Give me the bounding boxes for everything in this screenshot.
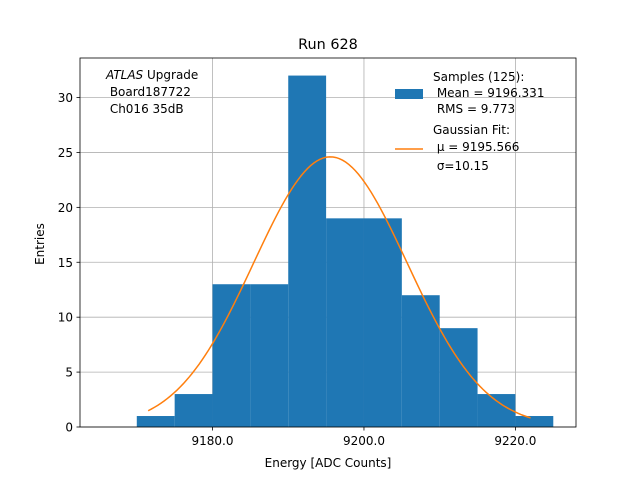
y-tick-label: 10 bbox=[58, 311, 73, 325]
histogram-bar bbox=[174, 394, 213, 427]
histogram-bar bbox=[136, 416, 175, 427]
histogram-bar bbox=[477, 394, 516, 427]
legend-fit-title: Gaussian Fit: bbox=[433, 123, 510, 137]
histogram-bar bbox=[326, 218, 364, 427]
legend-fit-mu: μ = 9195.566 bbox=[433, 140, 519, 154]
x-tick-label: 9180.0 bbox=[192, 434, 234, 448]
x-tick-label: 9220.0 bbox=[494, 434, 536, 448]
atlas-label: ATLAS bbox=[105, 68, 144, 82]
legend-samples-swatch bbox=[395, 89, 423, 99]
y-tick-label: 25 bbox=[58, 146, 73, 160]
x-tick-label: 9200.0 bbox=[343, 434, 385, 448]
y-tick-label: 30 bbox=[58, 91, 73, 105]
atlas-annotation: ATLAS Upgrade Board187722 Ch016 35dB bbox=[105, 68, 198, 116]
histogram-bar bbox=[363, 218, 402, 427]
legend-samples-rms: RMS = 9.773 bbox=[433, 102, 515, 116]
channel-label: Ch016 35dB bbox=[106, 102, 184, 116]
histogram-bar bbox=[401, 295, 440, 427]
y-tick-label: 5 bbox=[65, 366, 73, 380]
histogram-bar bbox=[515, 416, 554, 427]
board-label: Board187722 bbox=[106, 85, 191, 99]
histogram-bar bbox=[212, 284, 251, 427]
histogram-bar bbox=[250, 284, 289, 427]
y-tick-label: 15 bbox=[58, 256, 73, 270]
y-tick-label: 20 bbox=[58, 201, 73, 215]
legend-fit-sigma: σ=10.15 bbox=[433, 159, 489, 173]
chart-title: Run 628 bbox=[298, 37, 358, 53]
gaussian-fit-curve bbox=[147, 156, 531, 419]
plot-frame bbox=[79, 57, 577, 428]
legend-samples-title: Samples (125): bbox=[433, 70, 524, 84]
y-axis-label: Entries bbox=[33, 223, 47, 265]
upgrade-label: Upgrade bbox=[143, 68, 198, 82]
y-axis-ticks: 0 5 10 15 20 25 30 bbox=[58, 91, 80, 435]
histogram-bar bbox=[288, 75, 327, 428]
legend-samples-mean: Mean = 9196.331 bbox=[433, 86, 544, 100]
x-axis-ticks: 9180.0 9200.0 9220.0 bbox=[192, 427, 536, 448]
annotation-line-1: ATLAS Upgrade bbox=[105, 68, 198, 82]
legend: Samples (125): Mean = 9196.331 RMS = 9.7… bbox=[395, 70, 544, 173]
x-axis-label: Energy [ADC Counts] bbox=[265, 456, 392, 470]
y-tick-label: 0 bbox=[65, 421, 73, 435]
